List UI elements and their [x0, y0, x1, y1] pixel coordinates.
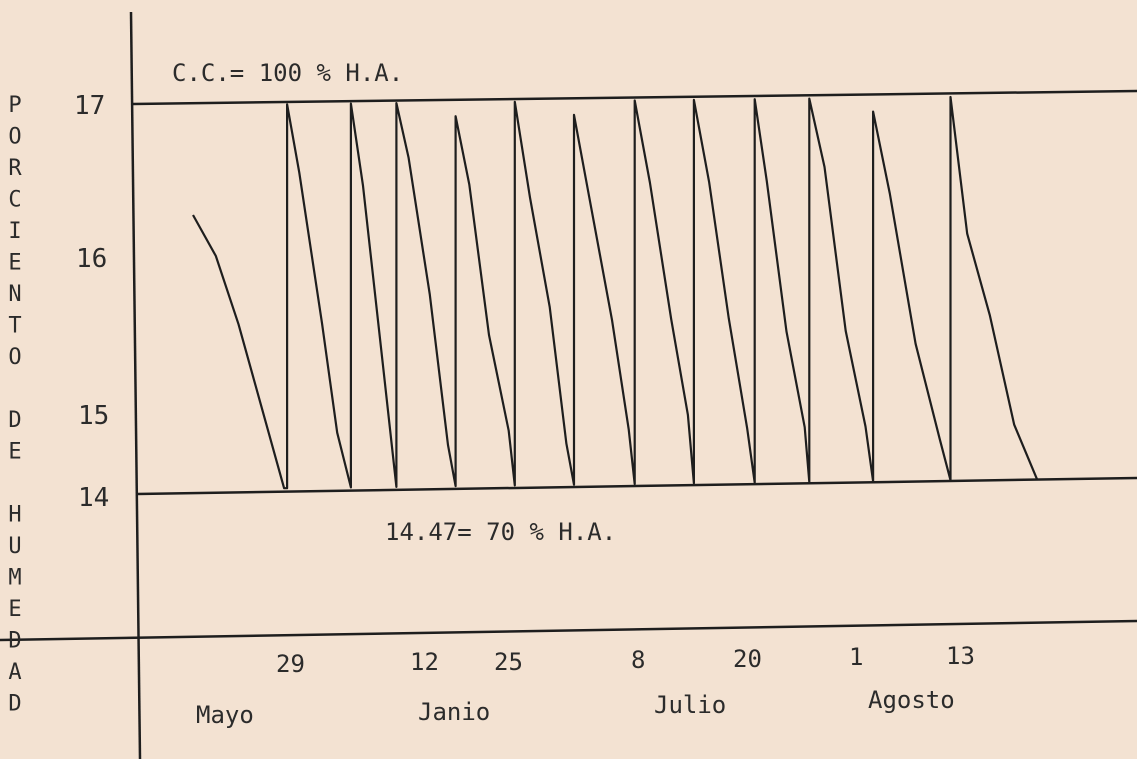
- y-axis-label-letter: O: [8, 345, 21, 370]
- y-axis-label-letter: D: [8, 629, 21, 654]
- y-tick-label-15: 15: [78, 401, 109, 431]
- annotation-field-capacity: C.C.= 100 % H.A.: [172, 59, 403, 87]
- y-axis-label-letter: D: [8, 692, 21, 717]
- x-tick-label-20: 20: [733, 645, 762, 673]
- x-tick-label-13: 13: [946, 642, 975, 670]
- month-label-agosto: Agosto: [868, 686, 955, 714]
- y-tick-label-16: 16: [76, 244, 107, 274]
- y-axis-label-letter: E: [8, 597, 21, 622]
- threshold-line: [136, 476, 1137, 496]
- moisture-series: [192, 95, 1039, 490]
- y-axis-label-letter: P: [8, 93, 21, 118]
- y-axis-label-letter: I: [8, 219, 21, 244]
- y-axis-label-letter: M: [8, 566, 21, 591]
- y-axis-label-letter: D: [8, 408, 21, 433]
- y-axis-label-letter: C: [8, 188, 21, 213]
- y-tick-label-14: 14: [78, 483, 109, 513]
- month-label-janio: Janio: [418, 698, 490, 726]
- x-tick-label-29: 29: [276, 650, 305, 678]
- x-tick-label-25: 25: [494, 648, 523, 676]
- y-tick-label-17: 17: [74, 91, 105, 121]
- y-axis-label-letter: R: [8, 156, 22, 181]
- x-axis: [0, 619, 1137, 642]
- annotation-threshold: 14.47= 70 % H.A.: [385, 518, 616, 546]
- y-axis-label-letter: T: [8, 314, 21, 339]
- y-axis-label-letter: U: [8, 534, 21, 559]
- month-label-julio: Julio: [654, 691, 726, 719]
- series-line: [192, 95, 1039, 490]
- y-axis: [129, 11, 142, 759]
- field-capacity-line: [132, 89, 1137, 106]
- x-tick-label-12: 12: [410, 648, 439, 676]
- y-axis-label-letter: H: [8, 503, 21, 528]
- x-tick-label-8: 8: [631, 646, 645, 674]
- y-axis-label-letter: E: [8, 251, 21, 276]
- y-axis-label-letter: A: [8, 660, 21, 685]
- month-label-mayo: Mayo: [196, 701, 254, 729]
- y-axis-label-letter: N: [8, 282, 21, 307]
- y-axis-label-letter: O: [8, 125, 21, 150]
- y-axis-label-letter: E: [8, 440, 21, 465]
- x-tick-label-1: 1: [849, 643, 863, 671]
